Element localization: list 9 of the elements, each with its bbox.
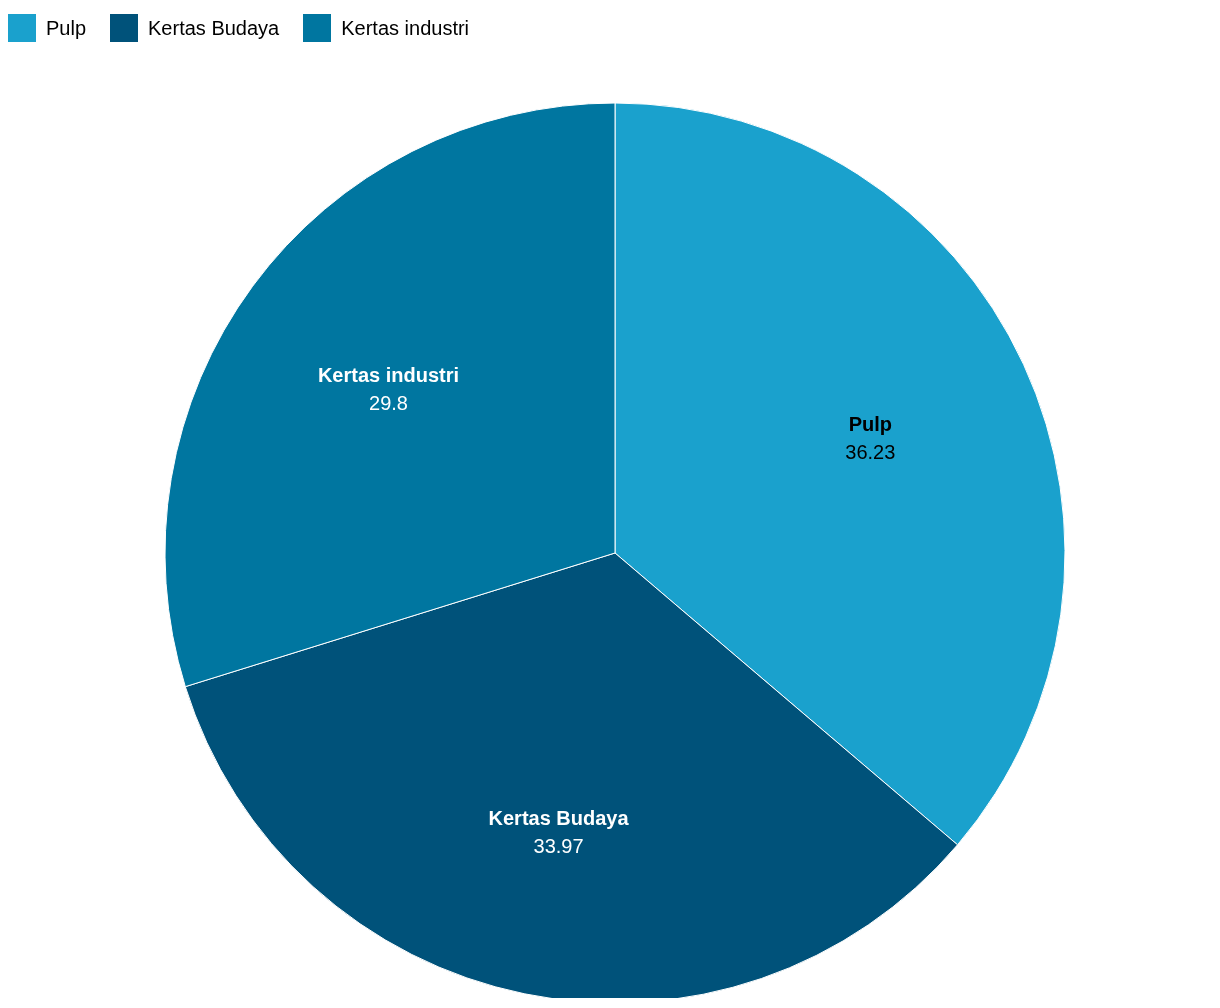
data-label: 36.23 (845, 441, 896, 464)
legend-label: Kertas Budaya (148, 16, 280, 40)
data-label: 29.8 (369, 392, 408, 415)
slice-label: Kertas industri (317, 364, 460, 387)
legend-label: Kertas industri (341, 16, 470, 40)
slice-label: Pulp (848, 413, 893, 436)
legend-label: Pulp (46, 16, 87, 40)
slice-label: Kertas Budaya (488, 806, 630, 829)
data-label: 33.97 (533, 834, 584, 857)
